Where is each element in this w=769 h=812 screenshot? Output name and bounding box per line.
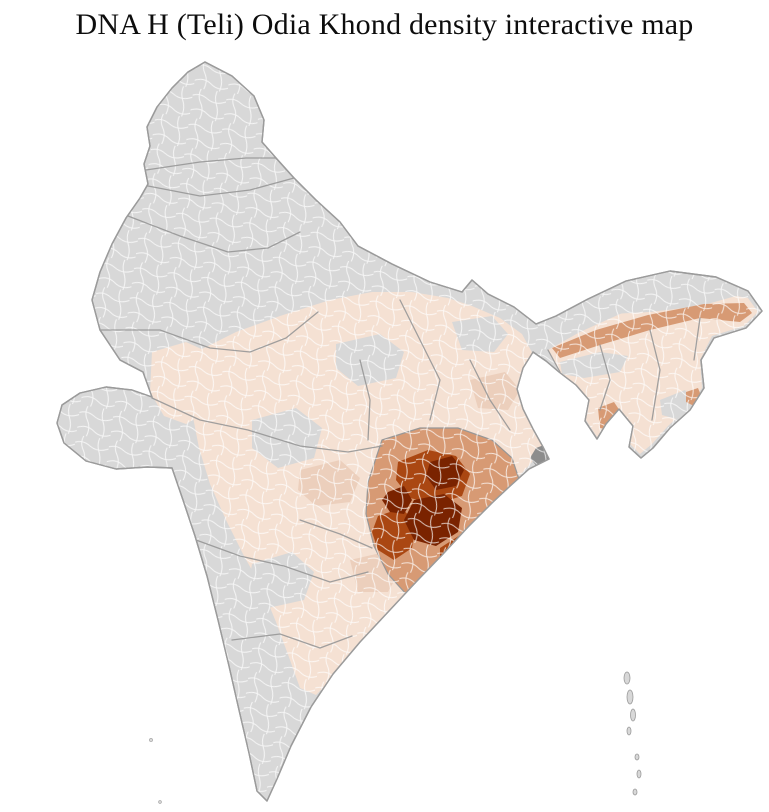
state-border bbox=[547, 349, 561, 373]
island[interactable] bbox=[623, 671, 631, 685]
island[interactable] bbox=[158, 800, 162, 804]
state-border bbox=[359, 359, 371, 441]
island[interactable] bbox=[630, 708, 636, 722]
state-border bbox=[99, 311, 319, 353]
state-border bbox=[469, 359, 511, 431]
state-border bbox=[649, 329, 661, 421]
island[interactable] bbox=[149, 738, 153, 742]
island[interactable] bbox=[632, 788, 638, 796]
andaman-islands[interactable] bbox=[623, 671, 642, 796]
state-border bbox=[599, 344, 611, 411]
map-title: DNA H (Teli) Odia Khond density interact… bbox=[75, 8, 694, 41]
state-border bbox=[299, 519, 373, 549]
island[interactable] bbox=[626, 726, 632, 736]
island[interactable] bbox=[634, 753, 640, 761]
state-border bbox=[195, 539, 369, 583]
state-border bbox=[151, 397, 383, 453]
state-borders bbox=[99, 157, 701, 649]
island[interactable] bbox=[626, 689, 634, 705]
state-border bbox=[127, 215, 301, 253]
state-border bbox=[147, 177, 295, 197]
lakshadweep-islands[interactable] bbox=[149, 738, 162, 804]
india-outline-stroke bbox=[56, 61, 763, 802]
state-border bbox=[231, 633, 353, 649]
state-border bbox=[399, 299, 441, 421]
state-border bbox=[145, 157, 277, 171]
state-border bbox=[693, 317, 701, 361]
island[interactable] bbox=[636, 769, 642, 779]
